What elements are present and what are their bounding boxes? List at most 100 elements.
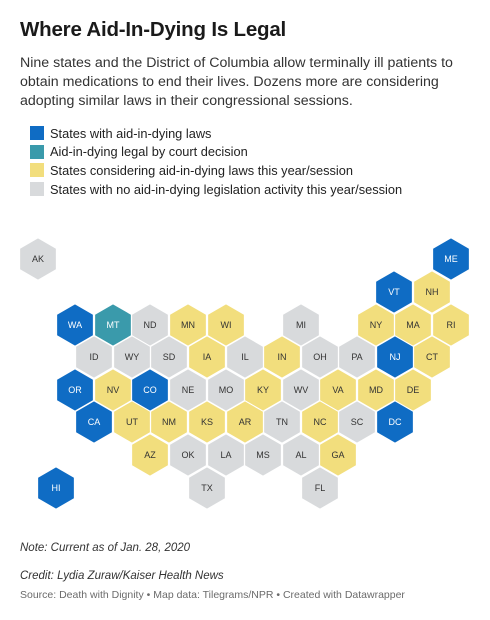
state-label-ri: RI [447, 320, 456, 330]
state-label-ct: CT [426, 352, 438, 362]
state-tile-ia: IA [188, 335, 226, 379]
state-tile-nh: NH [413, 270, 451, 314]
state-label-ok: OK [181, 450, 194, 460]
state-label-nm: NM [162, 417, 176, 427]
state-hex-wi [207, 303, 245, 347]
state-hex-hi [37, 466, 75, 510]
state-label-wy: WY [125, 352, 140, 362]
state-hex-ms [244, 433, 282, 477]
state-label-nd: ND [144, 320, 157, 330]
source-text: Source: Death with Dignity • Map data: T… [20, 589, 405, 601]
state-label-ne: NE [182, 385, 195, 395]
state-label-tn: TN [276, 417, 288, 427]
state-hex-or [56, 368, 94, 412]
state-label-al: AL [295, 450, 306, 460]
state-tile-ak: AK [19, 237, 57, 281]
state-tile-tx: TX [188, 466, 226, 510]
note-text: Note: Current as of Jan. 28, 2020 [20, 542, 191, 554]
state-hex-tn [263, 400, 301, 444]
state-label-hi: HI [52, 483, 61, 493]
legend-label-court: Aid-in-dying legal by court decision [50, 144, 248, 160]
state-hex-sc [338, 400, 376, 444]
credit-text: Credit: Lydia Zuraw/Kaiser Health News [20, 570, 224, 582]
state-label-ia: IA [203, 352, 212, 362]
state-label-ak: AK [32, 254, 44, 264]
state-label-fl: FL [315, 483, 326, 493]
state-label-co: CO [143, 385, 157, 395]
state-tile-id: ID [75, 335, 113, 379]
state-label-ms: MS [256, 450, 270, 460]
state-label-ar: AR [239, 417, 252, 427]
state-label-ky: KY [257, 385, 269, 395]
state-label-ks: KS [201, 417, 213, 427]
state-label-md: MD [369, 385, 383, 395]
state-label-de: DE [407, 385, 420, 395]
state-tile-pa: PA [338, 335, 376, 379]
state-tile-ok: OK [169, 433, 207, 477]
state-hex-az [131, 433, 169, 477]
state-hex-dc [376, 400, 414, 444]
chart-subtitle: Nine states and the District of Columbia… [20, 55, 453, 109]
state-hex-nm [150, 400, 188, 444]
state-label-dc: DC [389, 417, 402, 427]
state-label-oh: OH [313, 352, 327, 362]
legend-label-considering: States considering aid-in-dying laws thi… [50, 162, 354, 178]
state-label-sc: SC [351, 417, 364, 427]
state-hex-ga [319, 433, 357, 477]
state-label-wv: WV [294, 385, 309, 395]
state-tile-hi: HI [37, 466, 75, 510]
state-tile-ct: CT [413, 335, 451, 379]
legend-label-legal: States with aid-in-dying laws [50, 125, 212, 141]
state-tile-ga: GA [319, 433, 357, 477]
state-label-mi: MI [296, 320, 306, 330]
state-label-mn: MN [181, 320, 195, 330]
state-hex-fl [301, 466, 339, 510]
state-hex-tx [188, 466, 226, 510]
state-label-la: LA [220, 450, 231, 460]
legend-item-court: Aid-in-dying legal by court decision [30, 143, 402, 162]
state-label-mt: MT [107, 320, 120, 330]
state-label-nj: NJ [390, 352, 401, 362]
state-tile-mi: MI [282, 303, 320, 347]
state-hex-ia [188, 335, 226, 379]
state-hex-nh [413, 270, 451, 314]
state-hex-id [75, 335, 113, 379]
state-hex-wa [56, 303, 94, 347]
hex-tile-map: AK ME VT NH WA MT ND MN WI MI NY MA RI ID WY SD IA IL IN OH… [19, 237, 470, 510]
state-tile-ri: RI [432, 303, 470, 347]
state-label-tx: TX [201, 483, 213, 493]
state-tile-me: ME [432, 237, 470, 281]
state-tile-vt: VT [375, 270, 413, 314]
state-tile-sc: SC [338, 400, 376, 444]
state-label-ut: UT [126, 417, 138, 427]
state-tile-nm: NM [150, 400, 188, 444]
state-label-nv: NV [107, 385, 120, 395]
state-hex-vt [375, 270, 413, 314]
state-label-id: ID [90, 352, 100, 362]
state-label-wi: WI [221, 320, 232, 330]
legend-swatch-legal [30, 126, 44, 141]
state-hex-sd [150, 335, 188, 379]
legend-swatch-court [30, 144, 44, 159]
state-tile-ks: KS [188, 400, 226, 444]
legend-label-none: States with no aid-in-dying legislation … [50, 181, 403, 197]
state-tile-az: AZ [131, 433, 169, 477]
state-hex-ks [188, 400, 226, 444]
state-hex-ri [432, 303, 470, 347]
state-tile-or: OR [56, 368, 94, 412]
legend: States with aid-in-dying laws Aid-in-dyi… [30, 124, 402, 198]
state-label-ma: MA [406, 320, 420, 330]
state-hex-mn [169, 303, 207, 347]
state-hex-ne [169, 368, 207, 412]
legend-swatch-considering [30, 163, 44, 178]
state-tile-wi: WI [207, 303, 245, 347]
state-tile-ms: MS [244, 433, 282, 477]
legend-swatch-none [30, 182, 44, 197]
state-label-pa: PA [351, 352, 362, 362]
state-label-ga: GA [331, 450, 344, 460]
state-label-az: AZ [144, 450, 156, 460]
chart-title: Where Aid-In-Dying Is Legal [20, 18, 287, 41]
state-tile-wa: WA [56, 303, 94, 347]
state-label-nc: NC [314, 417, 327, 427]
state-hex-ak [19, 237, 57, 281]
